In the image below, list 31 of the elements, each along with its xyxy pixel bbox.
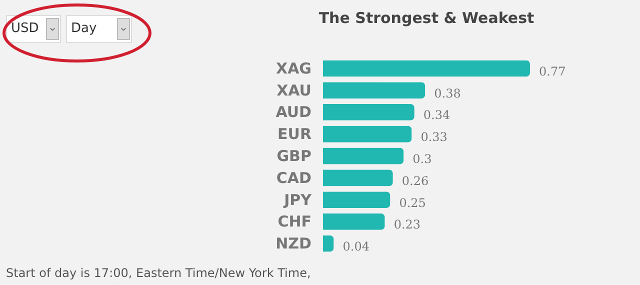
data-label: 0.34	[423, 108, 450, 122]
dropdown: Day	[66, 15, 132, 43]
data-label: 0.04	[342, 240, 370, 254]
bar	[323, 60, 530, 77]
bar	[323, 104, 414, 120]
y-tick-label: AUD	[276, 103, 312, 122]
dropdown: USD	[6, 15, 61, 43]
y-tick-label: CHF	[278, 212, 312, 231]
data-label: 0.25	[399, 196, 426, 210]
bar	[323, 213, 385, 230]
y-tick-label: XAU	[276, 81, 312, 100]
bar	[323, 82, 426, 99]
data-label: 0.33	[420, 130, 448, 144]
y-tick-label: JPY	[283, 190, 313, 209]
y-tick-label: NZD	[276, 234, 312, 253]
bar	[323, 170, 393, 186]
chart-title: The Strongest & Weakest	[318, 9, 534, 27]
data-label: 0.3	[412, 152, 432, 166]
y-tick-label: CAD	[276, 168, 312, 187]
bar	[323, 148, 404, 164]
bar	[323, 235, 334, 252]
data-label: 0.23	[394, 218, 421, 232]
bar	[323, 126, 412, 142]
bar	[323, 192, 390, 208]
y-tick-label: XAG	[276, 59, 312, 78]
y-tick-label: EUR	[278, 125, 312, 144]
data-label: 0.38	[434, 86, 461, 100]
data-label: 0.77	[539, 64, 566, 78]
y-tick-label: GBP	[276, 147, 312, 165]
data-label: 0.26	[402, 174, 429, 188]
text: Start of day is 17:00, Eastern Time/New York Time,	[6, 266, 311, 280]
